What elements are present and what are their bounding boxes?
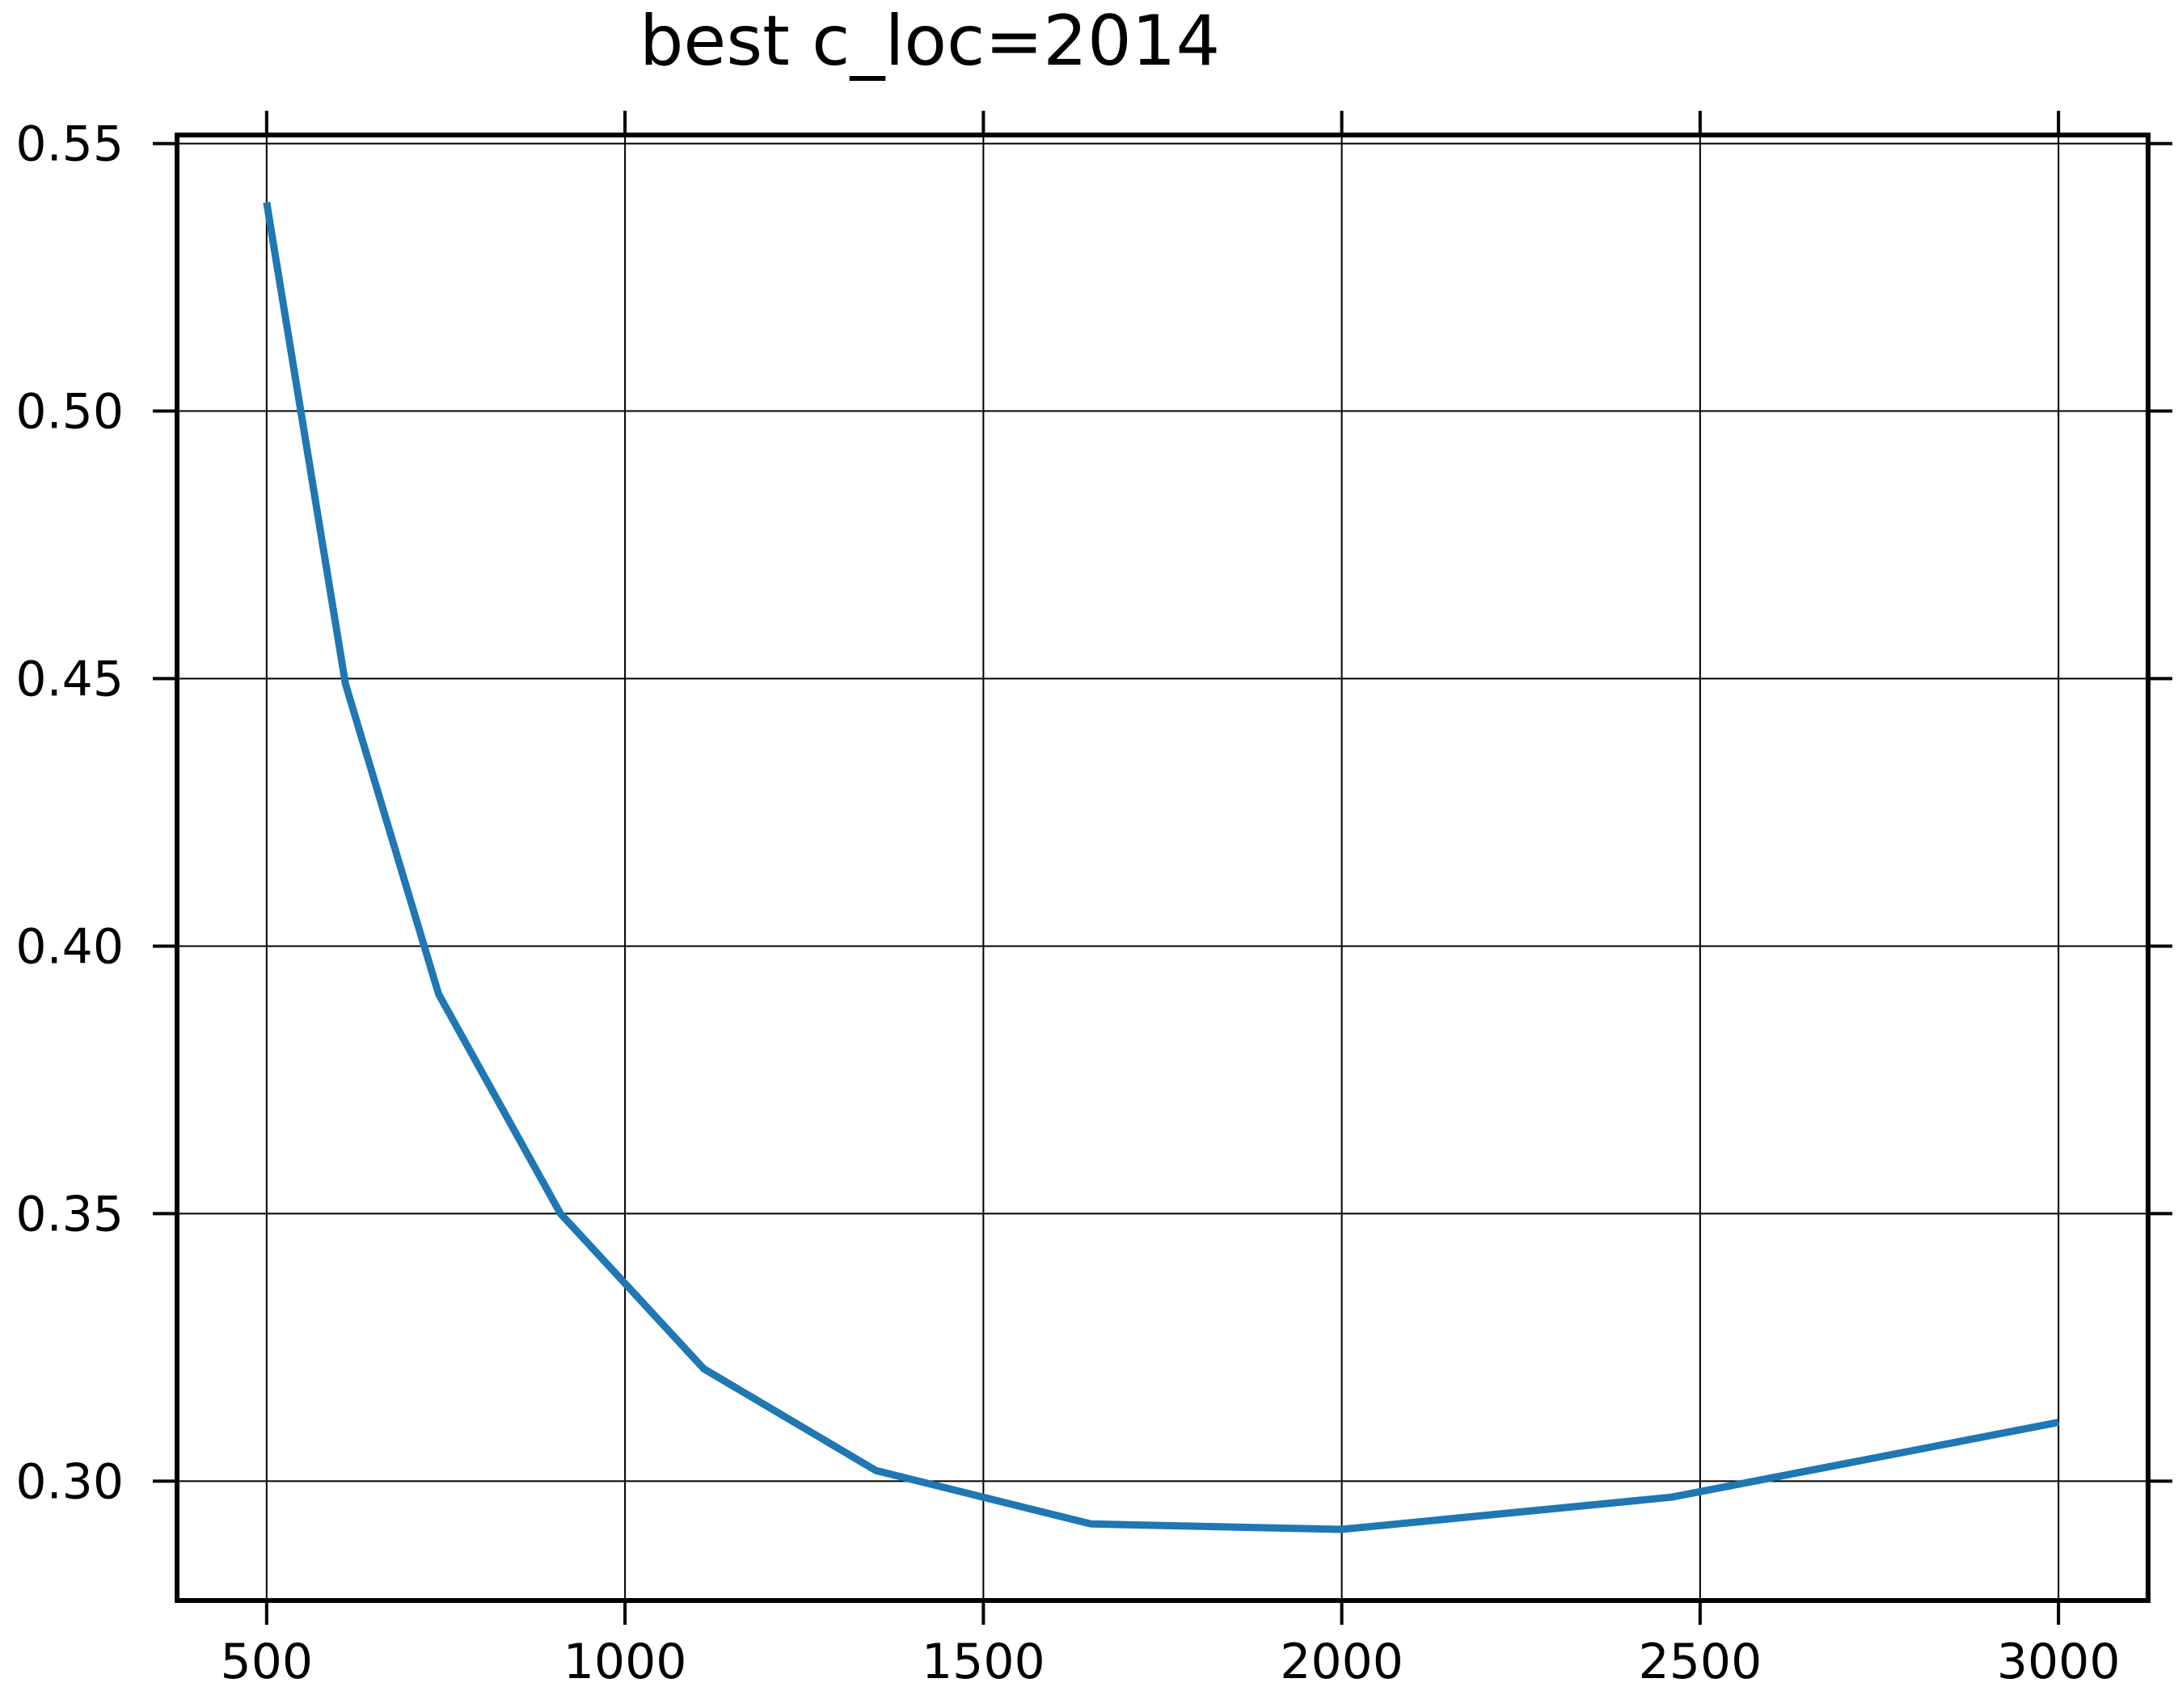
y-tick-label: 0.45	[15, 652, 124, 708]
y-tick-label: 0.30	[15, 1453, 124, 1510]
y-tick-label: 0.40	[15, 918, 124, 975]
plot-frame	[175, 133, 2151, 1603]
y-tick-label: 0.55	[15, 116, 124, 173]
ticks	[153, 111, 2172, 1625]
tick-labels: 500 1000 1500 2000 2500 3000 0.30 0.35 0.40 0.45 0…	[15, 116, 2120, 1690]
x-tick-label: 2000	[1280, 1634, 1403, 1690]
data-point	[344, 683, 346, 685]
data-point	[1670, 1496, 1672, 1498]
x-tick-label: 1000	[563, 1634, 687, 1690]
x-tick-label: 1500	[922, 1634, 1045, 1690]
series	[263, 201, 2060, 1533]
data-point	[559, 1212, 561, 1214]
x-tick-label: 500	[221, 1634, 314, 1690]
grid	[177, 135, 2148, 1600]
data-point	[266, 201, 268, 203]
data-point	[2058, 1422, 2059, 1423]
y-tick-label: 0.50	[15, 384, 124, 441]
series-line	[263, 201, 2060, 1533]
data-point	[438, 993, 440, 995]
x-tick-label: 2500	[1639, 1634, 1762, 1690]
y-tick-label: 0.35	[15, 1186, 124, 1242]
x-tick-label: 3000	[1997, 1634, 2121, 1690]
chart-title: best c_loc=2014	[639, 1, 1220, 82]
